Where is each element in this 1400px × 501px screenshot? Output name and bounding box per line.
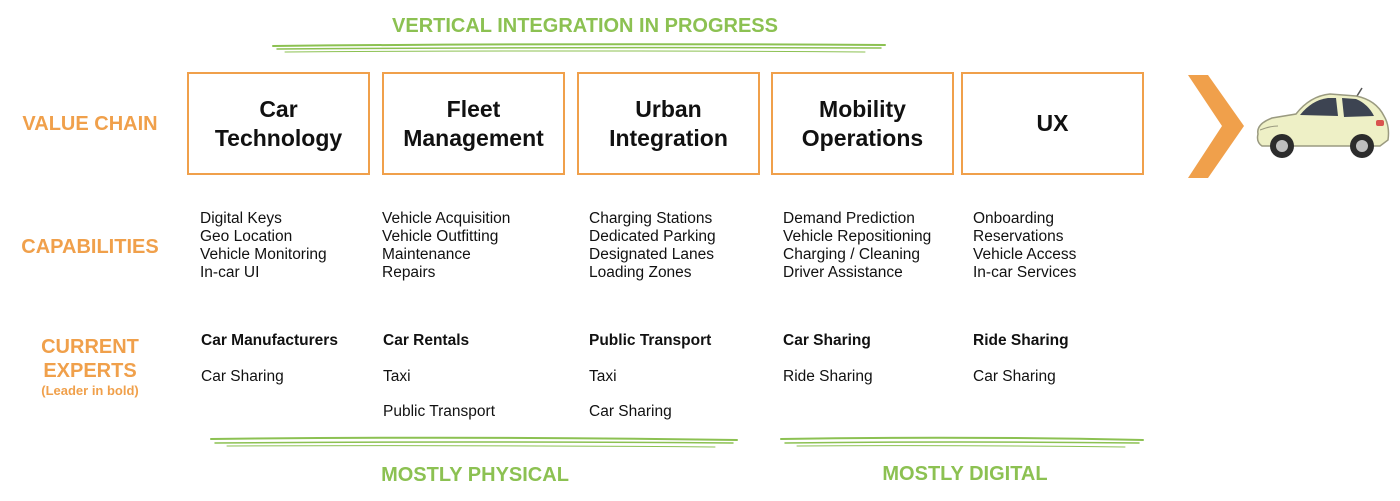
- list-item: Geo Location: [200, 228, 293, 245]
- capabilities-list-urban-integration: Charging Stations Dedicated Parking Desi…: [589, 210, 716, 282]
- expert-item: Car Sharing: [589, 403, 672, 420]
- list-item: Charging Stations: [589, 210, 713, 227]
- leader-expert: Car Manufacturers: [201, 332, 338, 349]
- chain-box-mobility-operations: Mobility Operations: [771, 72, 954, 175]
- expert-item: Car Sharing: [973, 367, 1056, 385]
- leader-note: (Leader in bold): [41, 383, 139, 398]
- list-item: Charging / Cleaning: [783, 246, 921, 263]
- title-underline: [272, 43, 886, 53]
- expert-item: Ride Sharing: [783, 367, 873, 385]
- list-item: Digital Keys: [200, 210, 282, 227]
- chevron-right-icon: [1188, 75, 1244, 178]
- list-item: Onboarding: [973, 210, 1055, 227]
- list-item: Dedicated Parking: [589, 228, 716, 245]
- list-item: In-car UI: [200, 264, 260, 281]
- leader-expert: Public Transport: [589, 332, 712, 349]
- value-chain-label: VALUE CHAIN: [22, 113, 158, 135]
- experts-urban-integration: Public Transport Taxi Car Sharing: [589, 332, 711, 439]
- chain-box-fleet-management: Fleet Management: [382, 72, 565, 175]
- expert-item: Taxi: [589, 367, 617, 385]
- experts-fleet-management: Car Rentals Taxi Public Transport: [383, 332, 495, 439]
- chain-box-urban-integration: Urban Integration: [577, 72, 760, 175]
- list-item: Driver Assistance: [783, 264, 903, 281]
- mostly-physical-label: MOSTLY PHYSICAL: [381, 464, 569, 486]
- expert-item: Taxi: [383, 367, 411, 385]
- car-icon: [1256, 87, 1390, 158]
- capabilities-list-fleet-management: Vehicle Acquisition Vehicle Outfitting M…: [382, 210, 510, 282]
- leader-expert: Car Sharing: [783, 332, 871, 349]
- experts-ux: Ride Sharing Car Sharing: [973, 332, 1069, 403]
- chain-box-car-technology: Car Technology: [187, 72, 370, 175]
- capabilities-list-ux: Onboarding Reservations Vehicle Access I…: [973, 210, 1076, 282]
- experts-car-technology: Car Manufacturers Car Sharing: [201, 332, 338, 403]
- chain-box-title: UX: [1036, 110, 1069, 136]
- mostly-digital-label: MOSTLY DIGITAL: [882, 463, 1048, 485]
- list-item: Reservations: [973, 228, 1064, 245]
- current-experts-label: CURRENT EXPERTS (Leader in bold): [0, 335, 180, 398]
- list-item: Designated Lanes: [589, 246, 714, 263]
- list-item: Demand Prediction: [783, 210, 915, 227]
- list-item: Loading Zones: [589, 264, 692, 281]
- capabilities-list-car-technology: Digital Keys Geo Location Vehicle Monito…: [200, 210, 327, 282]
- chain-box-title: Mobility Operations: [801, 95, 924, 151]
- chain-box-title: Fleet Management: [403, 95, 544, 151]
- chain-box-title: Car Technology: [214, 95, 343, 151]
- list-item: Vehicle Acquisition: [382, 210, 511, 227]
- list-item: Vehicle Outfitting: [382, 228, 499, 245]
- list-item: Maintenance: [382, 246, 471, 263]
- chain-box-title: Urban Integration: [609, 95, 728, 151]
- expert-item: Public Transport: [383, 403, 495, 420]
- list-item: In-car Services: [973, 264, 1077, 281]
- list-item: Vehicle Repositioning: [783, 228, 932, 245]
- capabilities-label: CAPABILITIES: [21, 236, 159, 258]
- leader-expert: Car Rentals: [383, 332, 470, 349]
- physical-brush-line: [210, 436, 738, 448]
- leader-expert: Ride Sharing: [973, 332, 1069, 349]
- experts-mobility-operations: Car Sharing Ride Sharing: [783, 332, 873, 403]
- list-item: Vehicle Monitoring: [200, 246, 327, 263]
- list-item: Repairs: [382, 264, 436, 281]
- current-experts-line2: EXPERTS: [43, 360, 137, 382]
- chain-box-ux: UX: [961, 72, 1144, 175]
- current-experts-line1: CURRENT: [41, 336, 139, 358]
- digital-brush-line: [780, 436, 1144, 448]
- vertical-integration-title: VERTICAL INTEGRATION IN PROGRESS: [392, 15, 778, 37]
- capabilities-list-mobility-operations: Demand Prediction Vehicle Repositioning …: [783, 210, 931, 282]
- expert-item: Car Sharing: [201, 367, 284, 385]
- list-item: Vehicle Access: [973, 246, 1077, 263]
